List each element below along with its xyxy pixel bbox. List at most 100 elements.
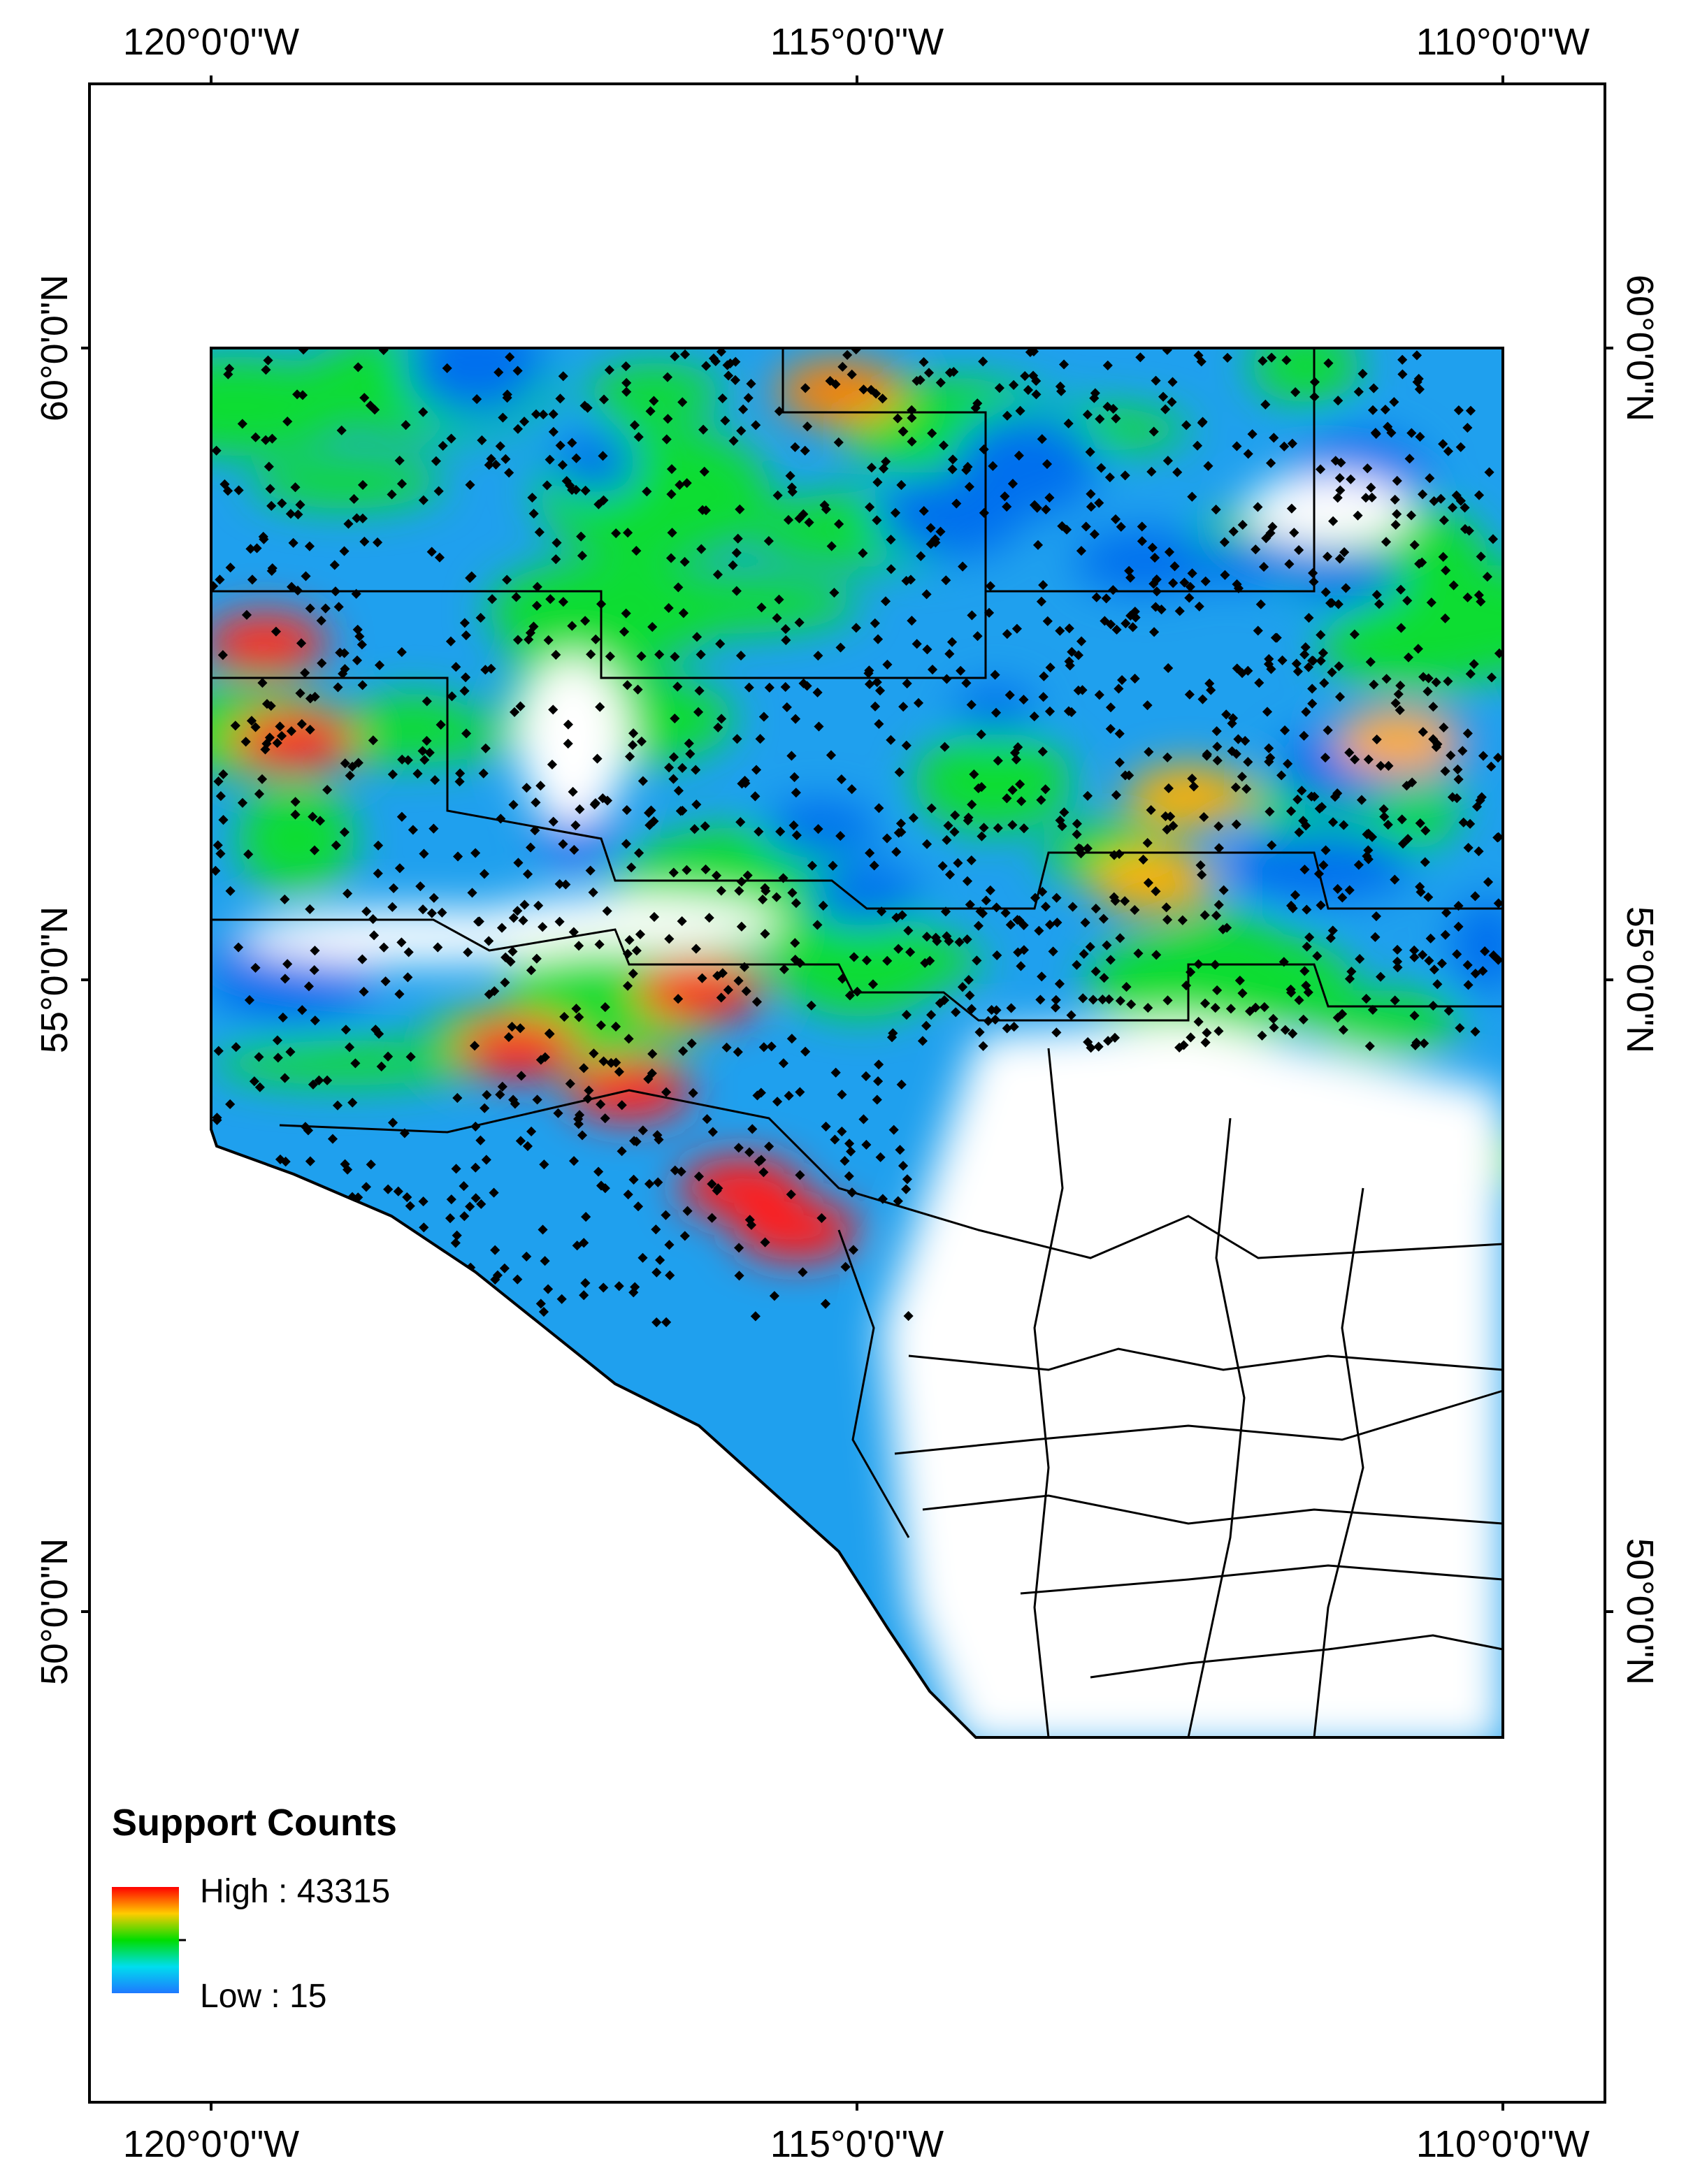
site-marker (1044, 493, 1055, 503)
site-marker (617, 1146, 627, 1157)
site-marker (403, 755, 413, 765)
site-marker (408, 825, 418, 835)
site-marker (303, 981, 314, 992)
site-marker (935, 526, 946, 537)
site-marker (1186, 1032, 1196, 1043)
site-marker (556, 1294, 567, 1304)
site-marker (633, 684, 643, 695)
site-marker (1294, 544, 1304, 556)
site-marker (962, 876, 973, 886)
site-marker (977, 782, 987, 793)
site-marker (1013, 947, 1023, 957)
site-marker (1367, 832, 1378, 842)
site-marker (308, 811, 318, 822)
site-marker (668, 752, 679, 762)
site-marker (1409, 540, 1420, 550)
site-marker (922, 644, 932, 655)
site-marker (1007, 479, 1018, 489)
site-marker (1167, 397, 1177, 407)
site-marker (571, 1004, 582, 1014)
site-marker (723, 985, 733, 995)
site-marker (1039, 671, 1049, 681)
site-marker (1111, 790, 1121, 800)
site-marker (332, 1100, 343, 1111)
site-marker (920, 957, 930, 968)
site-marker (707, 1213, 717, 1223)
site-marker (249, 1076, 259, 1087)
site-marker (654, 1134, 664, 1145)
site-marker (1126, 999, 1137, 1010)
site-marker (338, 668, 348, 679)
site-marker (322, 1075, 333, 1085)
site-marker (821, 504, 832, 514)
site-marker (1130, 612, 1141, 623)
site-marker (1188, 781, 1199, 792)
site-marker (300, 667, 310, 678)
site-marker (1086, 502, 1097, 512)
site-marker (673, 582, 684, 593)
site-marker (984, 607, 995, 618)
site-marker (1105, 955, 1116, 965)
site-marker (508, 913, 519, 923)
site-marker (1076, 546, 1087, 556)
site-marker (1115, 933, 1125, 943)
site-marker (461, 630, 471, 641)
site-marker (1149, 627, 1160, 637)
site-marker (456, 1307, 466, 1317)
site-marker (1165, 811, 1176, 822)
site-marker (1315, 464, 1326, 475)
site-marker (1059, 359, 1069, 370)
latitude-label: 60°0'0"N (1619, 275, 1661, 421)
site-marker (1323, 358, 1334, 368)
site-marker (1079, 948, 1089, 960)
site-marker (858, 384, 869, 395)
site-marker (433, 942, 443, 953)
site-marker (545, 594, 556, 605)
longitude-label: 110°0'0"W (1416, 2123, 1590, 2165)
site-marker (354, 631, 365, 642)
site-marker (691, 800, 702, 810)
site-marker (1241, 783, 1252, 794)
site-marker (519, 899, 530, 910)
site-marker (1009, 748, 1021, 758)
site-marker (637, 1125, 648, 1136)
site-marker (621, 377, 632, 388)
site-marker (298, 348, 309, 355)
legend-low: Low : 15 (200, 1978, 326, 2015)
site-marker (1371, 589, 1382, 600)
site-marker (577, 551, 587, 561)
site-marker (254, 788, 265, 800)
site-marker (497, 1081, 507, 1092)
site-marker (226, 1245, 237, 1256)
site-marker (628, 969, 638, 979)
site-marker (396, 1230, 407, 1241)
patch (806, 864, 922, 926)
site-marker (569, 844, 579, 855)
site-marker (1148, 426, 1159, 437)
site-marker (967, 800, 977, 810)
site-marker (354, 1216, 364, 1227)
site-marker (851, 623, 861, 633)
site-marker (1110, 514, 1121, 524)
site-marker (696, 649, 706, 660)
site-marker (405, 1201, 415, 1211)
site-marker (741, 986, 751, 997)
site-marker (684, 738, 694, 749)
site-marker (265, 484, 275, 494)
site-marker (418, 495, 428, 505)
site-marker (419, 755, 430, 765)
site-marker (848, 1245, 858, 1255)
site-marker (447, 691, 457, 702)
site-marker (1032, 540, 1044, 550)
site-marker (691, 943, 701, 954)
site-marker (538, 922, 548, 932)
site-marker (781, 635, 791, 646)
site-marker (595, 702, 605, 712)
site-marker (419, 1222, 429, 1233)
site-marker (229, 1222, 239, 1232)
site-marker (730, 375, 741, 385)
site-marker (266, 700, 276, 711)
site-marker (686, 1038, 697, 1049)
site-marker (1243, 449, 1253, 459)
site-marker (907, 616, 917, 626)
